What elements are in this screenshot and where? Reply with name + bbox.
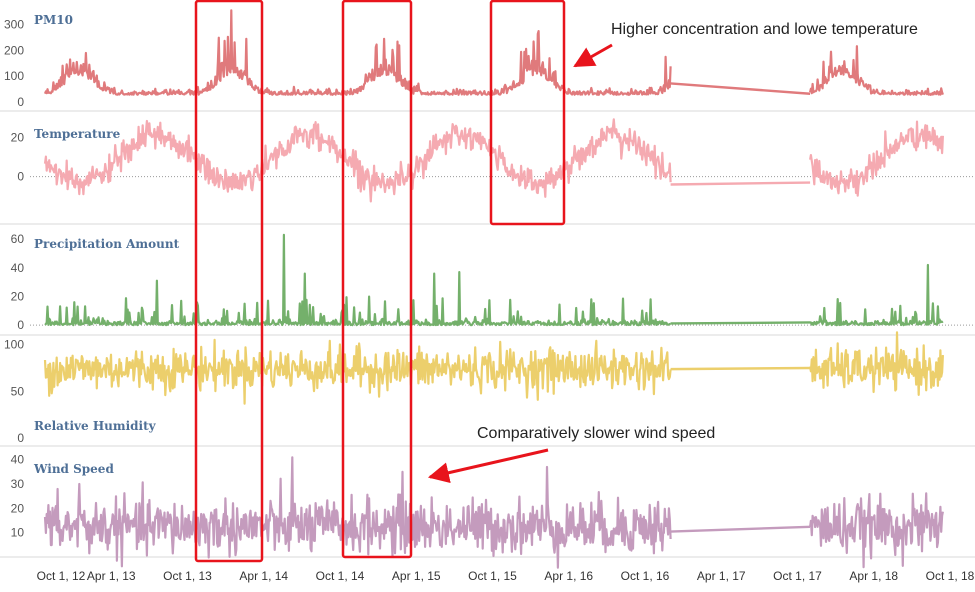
y-tick-label: 0: [17, 431, 24, 445]
series-line-1: [43, 118, 672, 203]
series-line-2: [809, 263, 944, 327]
y-tick-label: 0: [17, 95, 24, 109]
annotation-bottom: Comparatively slower wind speed: [477, 425, 715, 442]
series-line-2: [809, 492, 944, 569]
x-tick-label: Apr 1, 13: [87, 569, 136, 583]
gap-connector: [670, 82, 811, 95]
panel-title: Relative Humidity: [34, 419, 157, 433]
y-tick-label: 40: [11, 453, 25, 467]
y-tick-label: 60: [11, 232, 25, 246]
y-tick-label: 50: [11, 384, 25, 398]
annotation-top-arrow: [573, 43, 613, 68]
highlight-layer: [194, 0, 566, 563]
x-tick-label: Oct 1, 14: [316, 569, 365, 583]
y-tick-label: 300: [4, 18, 24, 32]
panel-pm10: 0 100 200 300 PM10: [0, 9, 975, 112]
x-tick-label: Apr 1, 15: [392, 569, 441, 583]
series-line-2: [809, 120, 944, 197]
y-tick-label: 20: [11, 289, 25, 303]
y-tick-label: 20: [11, 131, 25, 145]
gap-connector: [670, 366, 811, 371]
series-line-2: [809, 45, 944, 96]
series-line-1: [44, 233, 671, 327]
x-axis: Oct 1, 12 Apr 1, 13 Oct 1, 13 Apr 1, 14 Oct …: [37, 569, 975, 583]
y-tick-label: 20: [11, 501, 25, 515]
y-tick-label: 0: [17, 318, 24, 332]
annotation-bottom-arrow: [427, 448, 549, 484]
y-tick-label: 30: [11, 477, 25, 491]
x-tick-label: Oct 1, 12: [37, 569, 86, 583]
panel-wind-speed: 10 20 30 40 Wind Speed: [0, 453, 975, 569]
gap-connector: [670, 525, 811, 533]
panel-relative-humidity: 0 50 100 Relative Humidity: [0, 331, 975, 447]
highlight-box-2: [341, 0, 413, 559]
highlight-box-3: [489, 0, 566, 226]
y-tick-label: 0: [17, 170, 24, 184]
series-line-2: [809, 331, 944, 396]
panel-title: Wind Speed: [33, 462, 114, 476]
panel-title: Precipitation Amount: [34, 237, 180, 251]
x-tick-label: Apr 1, 14: [239, 569, 288, 583]
panel-title: PM10: [34, 13, 73, 27]
x-tick-label: Apr 1, 16: [544, 569, 593, 583]
x-tick-label: Oct 1, 16: [621, 569, 670, 583]
y-tick-label: 200: [4, 43, 24, 57]
x-tick-label: Oct 1, 18: [926, 569, 975, 583]
y-tick-label: 10: [11, 526, 25, 540]
gap-connector: [670, 321, 811, 325]
y-tick-label: 100: [4, 69, 24, 83]
x-tick-label: Oct 1, 13: [163, 569, 212, 583]
series-line-1: [43, 338, 672, 405]
highlight-box-1: [194, 0, 264, 563]
x-tick-label: Apr 1, 17: [697, 569, 746, 583]
x-tick-label: Apr 1, 18: [849, 569, 898, 583]
y-tick-label: 40: [11, 261, 25, 275]
series-line-1: [43, 9, 672, 96]
panel-title: Temperature: [34, 127, 121, 141]
x-tick-label: Oct 1, 17: [773, 569, 822, 583]
series-line-1: [43, 456, 672, 569]
y-tick-label: 100: [4, 338, 24, 352]
panel-temperature: 0 20 Temperature: [0, 118, 975, 225]
annotation-layer: Higher concentration and lowe temperatur…: [427, 21, 918, 484]
annotation-top: Higher concentration and lowe temperatur…: [611, 21, 918, 38]
gap-connector: [670, 181, 811, 186]
x-tick-label: Oct 1, 15: [468, 569, 517, 583]
panel-precipitation-amount: 0 20 40 60 Precipitation Amount: [0, 232, 975, 336]
